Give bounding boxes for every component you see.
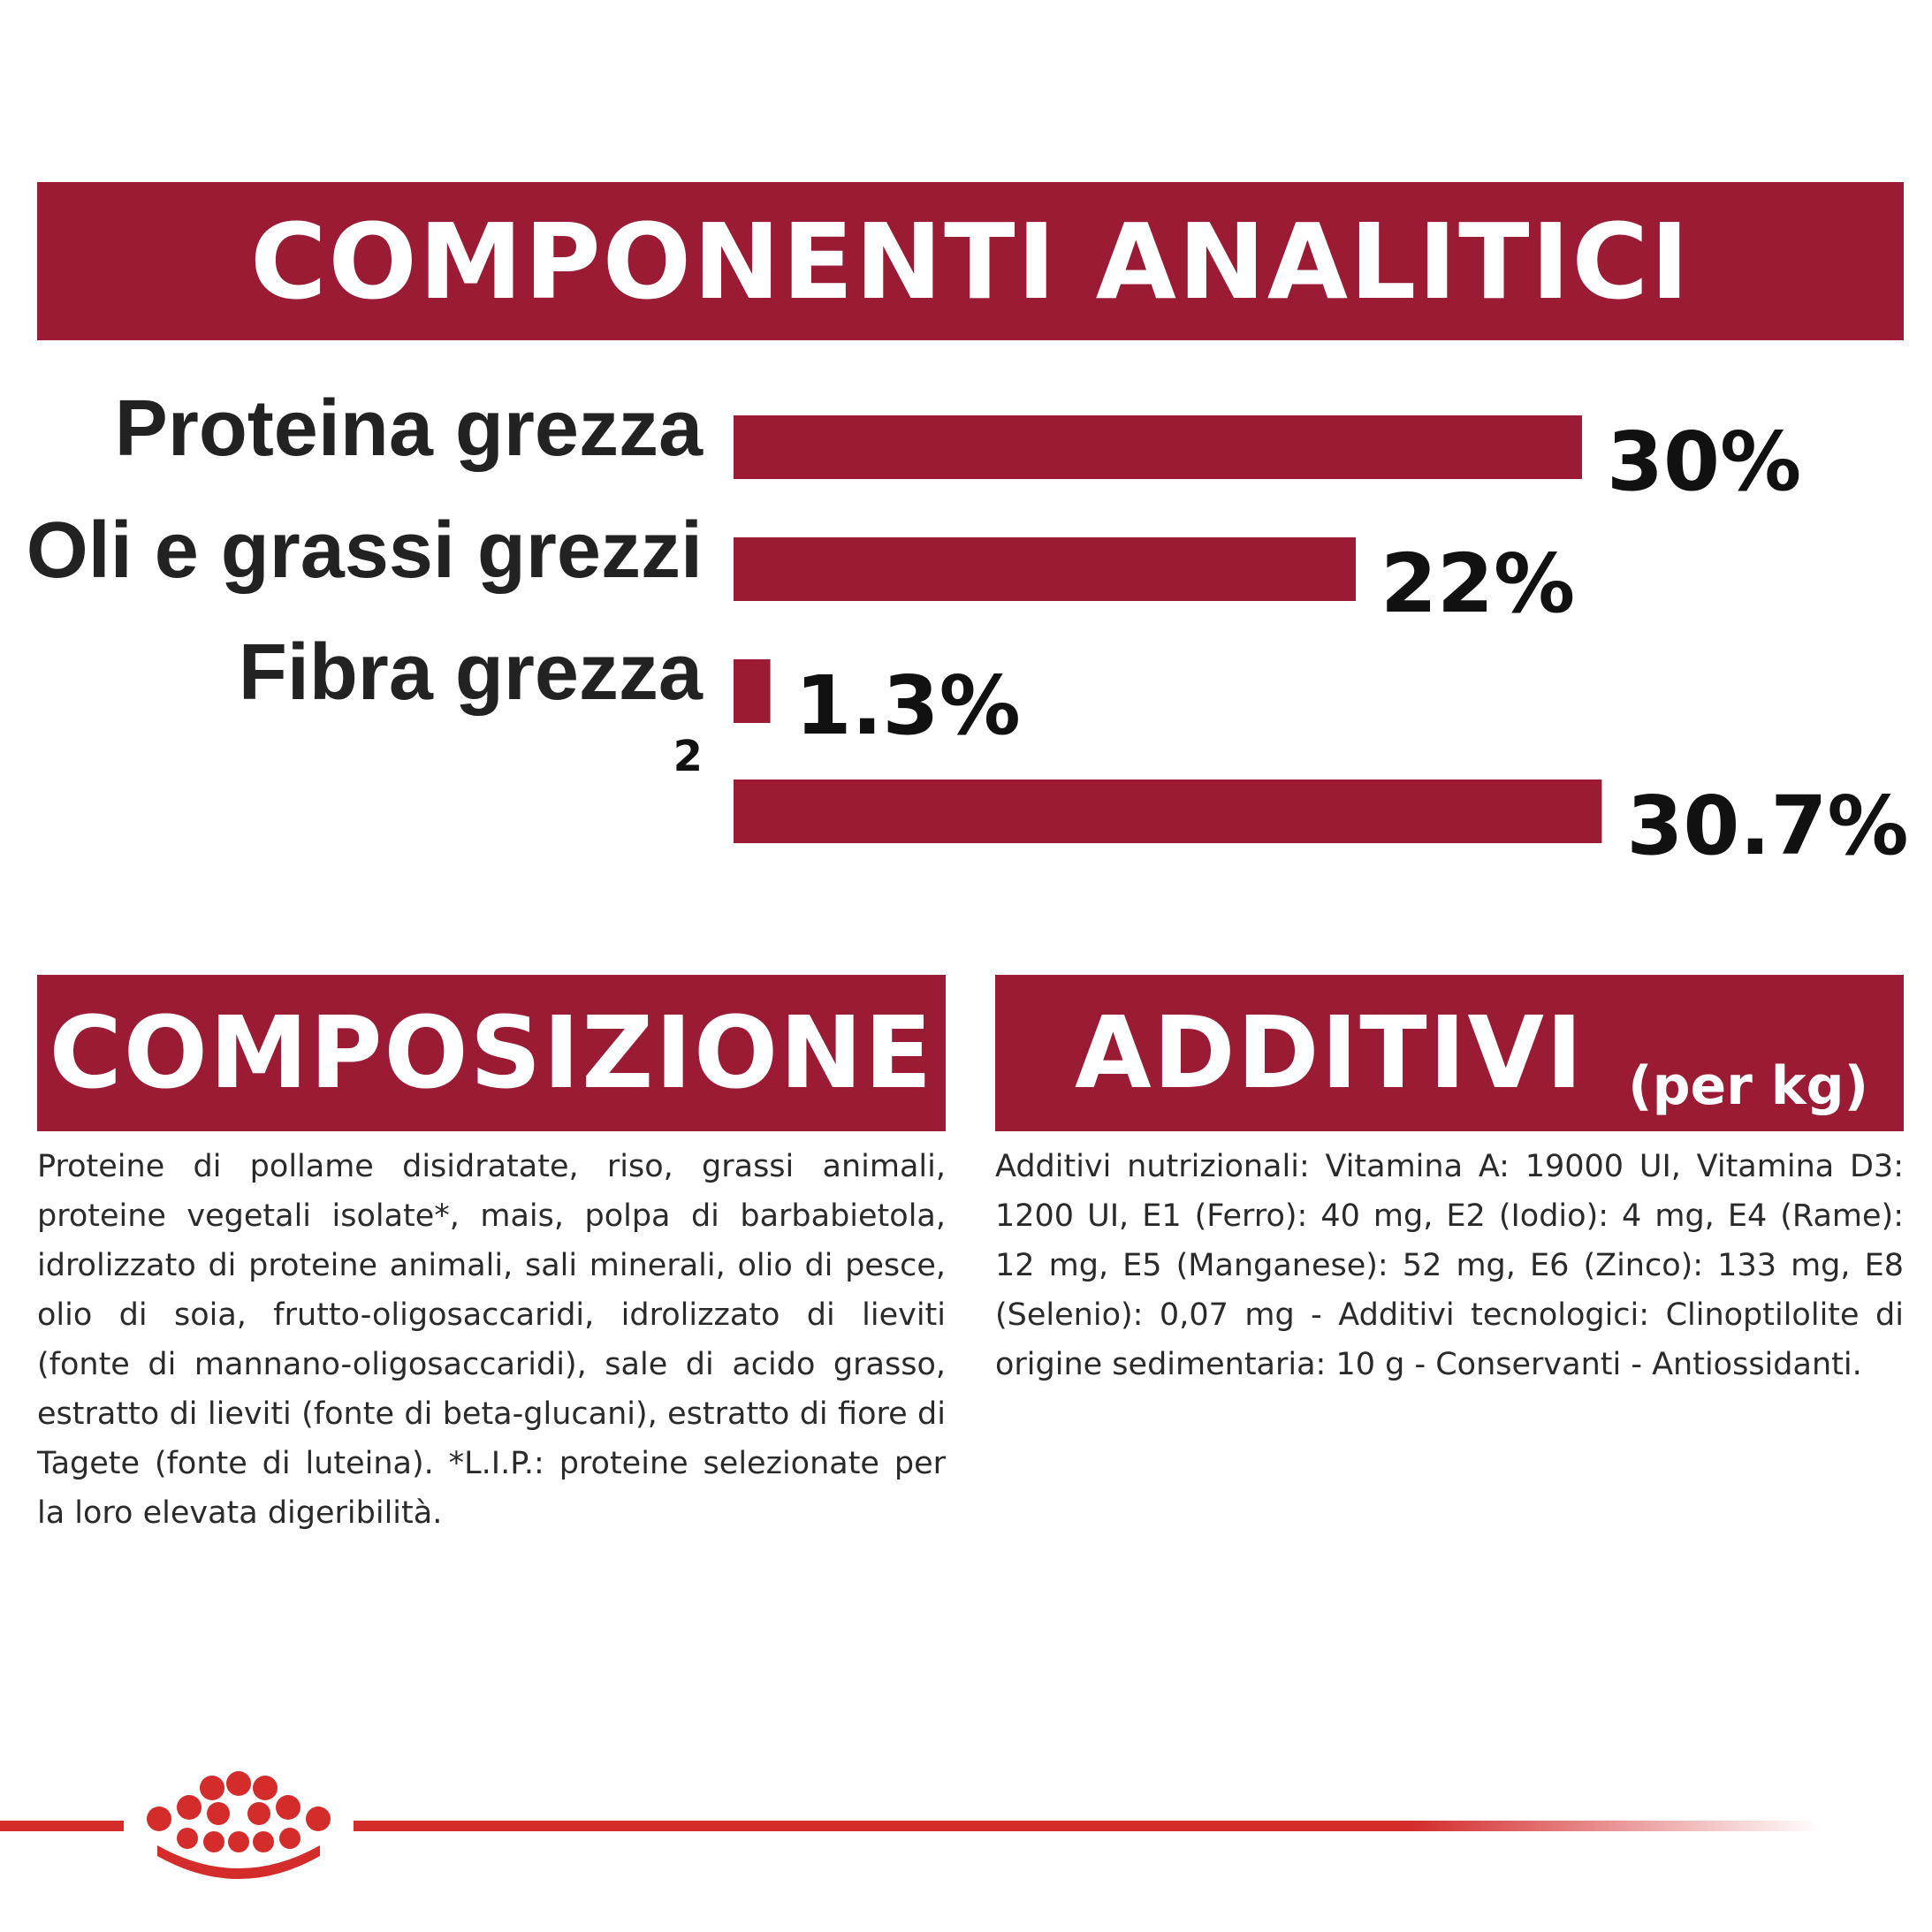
value-label-3: 30.7% <box>1626 779 1908 873</box>
category-label-1: Oli e grassi grezzi <box>27 506 703 595</box>
additives-title: ADDITIVI <box>1075 996 1585 1111</box>
bar-2 <box>734 659 771 723</box>
additives-text: Additivi nutrizionali: Vitamina A: 19000… <box>995 1149 1904 1382</box>
analytic-components-title: COMPONENTI ANALITICI <box>249 201 1692 323</box>
additives-banner: ADDITIVI (per kg) <box>995 975 1904 1131</box>
bar-3 <box>734 780 1602 843</box>
nutrient-bar-chart: Proteina grezza 30% Oli e grassi grezzi 22%… <box>27 384 1909 873</box>
additives-unit: (per kg) <box>1628 1055 1868 1117</box>
footer-line-right <box>354 1821 1821 1831</box>
value-label-0: 30% <box>1607 415 1801 509</box>
footer <box>0 1768 1932 1891</box>
bar-0 <box>734 415 1582 479</box>
composition-text: Proteine di pollame disidratate, riso, g… <box>37 1149 946 1531</box>
value-label-1: 22% <box>1381 536 1575 631</box>
bar-1 <box>734 537 1356 601</box>
footer-line-left <box>0 1821 124 1831</box>
analytic-components-banner: COMPONENTI ANALITICI <box>37 182 1904 340</box>
composition-banner: COMPOSIZIONE <box>37 975 946 1131</box>
value-label-2: 1.3% <box>795 658 1021 753</box>
composition-title: COMPOSIZIONE <box>49 996 934 1111</box>
annotation-0: 2 <box>673 732 703 781</box>
category-label-0: Proteina grezza <box>115 384 704 473</box>
category-label-2: Fibra grezza <box>239 628 704 717</box>
crown-logo-icon <box>147 1771 331 1879</box>
